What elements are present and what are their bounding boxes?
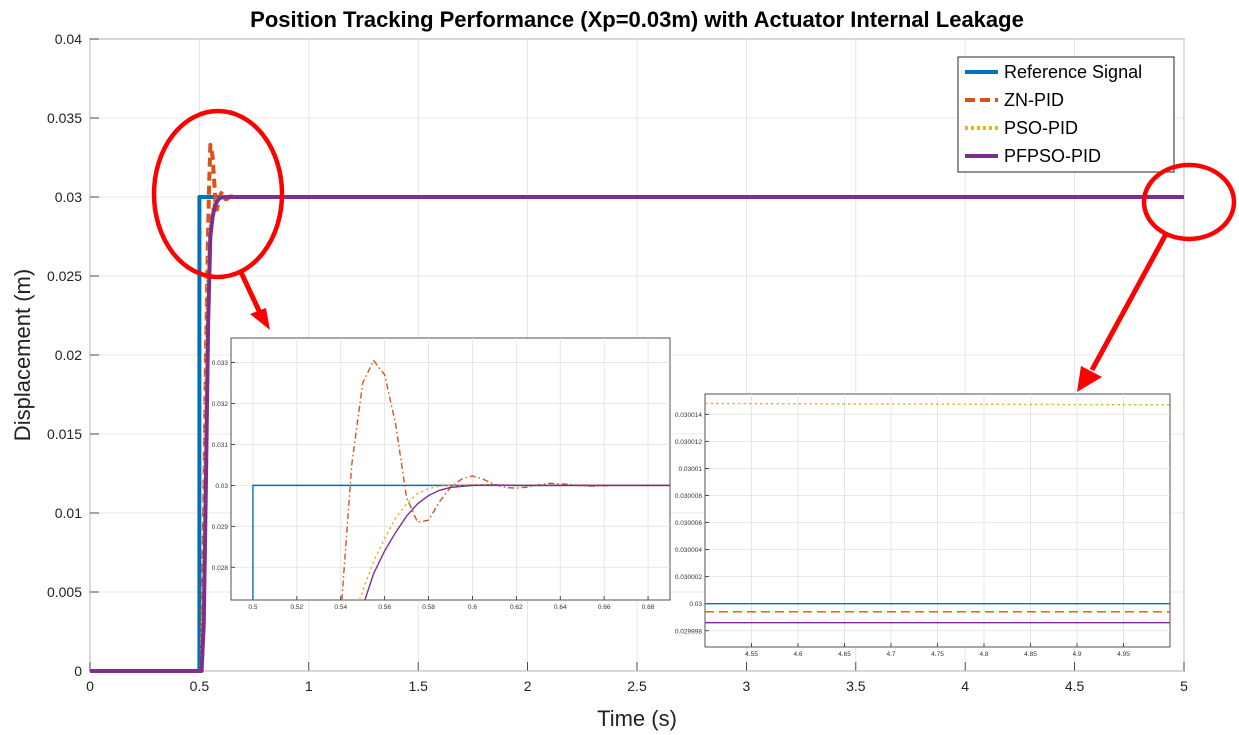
callout-arrowhead-2	[1077, 366, 1102, 392]
inset-steady-x-ticks: 4.55 4.6 4.65 4.7 4.75 4.8 4.85 4.9 4.95	[745, 651, 1130, 658]
legend-label-3: PFPSO-PID	[1004, 146, 1101, 166]
x-axis-label: Time (s)	[597, 706, 677, 731]
x-tick-label: 0.62	[510, 604, 523, 611]
y-tick-label: 0.030014	[675, 412, 702, 419]
legend-label-2: PSO-PID	[1004, 118, 1078, 138]
inset-zoom-transient: 0.5 0.52 0.54 0.56 0.58 0.6 0.62 0.64 0.66 0.68 0…	[212, 337, 671, 611]
x-tick-label: 4.95	[1117, 651, 1130, 658]
x-tick-label: 0.68	[642, 604, 655, 611]
y-tick-label: 0.031	[212, 442, 229, 449]
x-tick-label: 4.75	[931, 651, 944, 658]
x-tick-label: 0.5	[248, 604, 257, 611]
y-tick-label: 0.029998	[675, 628, 702, 635]
series-line-3	[90, 195, 1184, 673]
inset-steady-grid	[705, 394, 1170, 647]
highlight-circle-steady	[1141, 162, 1237, 242]
x-tick-label: 0.54	[334, 604, 347, 611]
y-tick-label: 0.035	[47, 110, 82, 126]
x-tick-label: 4.6	[793, 651, 802, 658]
inset-transient-y-ticks: 0.028 0.029 0.03 0.031 0.032 0.033	[212, 360, 229, 572]
series-line-2	[358, 483, 670, 601]
y-tick-label: 0.025	[47, 268, 82, 284]
y-tick-label: 0.005	[47, 584, 82, 600]
main-series	[90, 142, 1184, 673]
x-tick-label: 4.5	[1065, 678, 1085, 694]
x-tick-label: 4.65	[838, 651, 851, 658]
y-tick-label: 0.03001	[679, 466, 703, 473]
y-tick-label: 0.015	[47, 426, 82, 442]
x-tick-label: 0.5	[190, 678, 210, 694]
y-axis-label: Displacement (m)	[10, 269, 35, 441]
legend-label-1: ZN-PID	[1004, 90, 1064, 110]
y-tick-label: 0.030012	[675, 439, 702, 446]
x-tick-label: 0.58	[422, 604, 435, 611]
callout-annotations	[151, 108, 1237, 392]
y-tick-label: 0	[74, 663, 82, 679]
inset-transient-series	[252, 359, 670, 601]
series-line-2	[704, 402, 1171, 406]
y-tick-label: 0.028	[212, 565, 229, 572]
y-tick-label: 0.03	[55, 189, 82, 205]
y-tick-label: 0.029	[212, 524, 229, 531]
callout-arrowhead-1	[250, 308, 270, 330]
x-tick-label: 0.52	[291, 604, 304, 611]
inset-transient-x-ticks: 0.5 0.52 0.54 0.56 0.58 0.6 0.62 0.64 0.66 0.68	[248, 604, 654, 611]
x-tick-label: 2	[524, 678, 532, 694]
x-tick-label: 4.85	[1024, 651, 1037, 658]
y-tick-label: 0.03	[215, 483, 228, 490]
callout-arrow-shaft-1	[237, 268, 263, 315]
series-line-1	[341, 359, 670, 601]
chart-title: Position Tracking Performance (Xp=0.03m)…	[250, 7, 1024, 32]
y-tick-label: 0.030006	[675, 520, 702, 527]
x-tick-label: 0	[86, 678, 94, 694]
x-tick-label: 0.56	[378, 604, 391, 611]
inset-transient-area	[230, 337, 671, 601]
x-tick-label: 0.66	[598, 604, 611, 611]
x-tick-label: 4.55	[745, 651, 758, 658]
x-tick-label: 4.8	[979, 651, 988, 658]
legend-label-0: Reference Signal	[1004, 62, 1142, 82]
main-y-ticks: 0 0.005 0.01 0.015 0.02 0.025 0.03 0.035 0.04	[47, 31, 82, 679]
legend: Reference Signal ZN-PID PSO-PID PFPSO-PID	[957, 56, 1175, 173]
x-tick-label: 2.5	[627, 678, 647, 694]
x-tick-label: 0.6	[468, 604, 477, 611]
y-tick-label: 0.032	[212, 401, 229, 408]
y-tick-label: 0.03	[689, 601, 702, 608]
legend-box	[957, 56, 1175, 173]
x-tick-label: 5	[1180, 678, 1188, 694]
x-tick-label: 1.5	[408, 678, 428, 694]
x-tick-label: 4	[961, 678, 969, 694]
y-tick-label: 0.030002	[675, 574, 702, 581]
highlight-circle-transient	[151, 108, 285, 280]
inset-zoom-steady-state: 4.55 4.6 4.65 4.7 4.75 4.8 4.85 4.9 4.95 0.02999…	[675, 393, 1171, 658]
y-tick-label: 0.030004	[675, 547, 702, 554]
x-tick-label: 4.9	[1072, 651, 1081, 658]
series-line-3	[364, 484, 670, 601]
x-tick-label: 4.7	[886, 651, 895, 658]
y-tick-label: 0.04	[55, 31, 82, 47]
x-tick-label: 3.5	[846, 678, 866, 694]
y-tick-label: 0.030008	[675, 493, 702, 500]
main-x-ticks: 0 0.5 1 1.5 2 2.5 3 3.5 4 4.5 5	[86, 678, 1188, 694]
y-tick-label: 0.01	[55, 505, 82, 521]
x-tick-label: 0.64	[554, 604, 567, 611]
callout-arrow-shaft-2	[1089, 232, 1169, 372]
y-tick-label: 0.033	[212, 360, 229, 367]
inset-steady-y-ticks: 0.029998 0.03 0.030002 0.030004 0.030006 0.03…	[675, 412, 703, 635]
x-tick-label: 1	[305, 678, 313, 694]
y-tick-label: 0.02	[55, 347, 82, 363]
x-tick-label: 3	[743, 678, 751, 694]
inset-steady-series	[704, 402, 1171, 624]
